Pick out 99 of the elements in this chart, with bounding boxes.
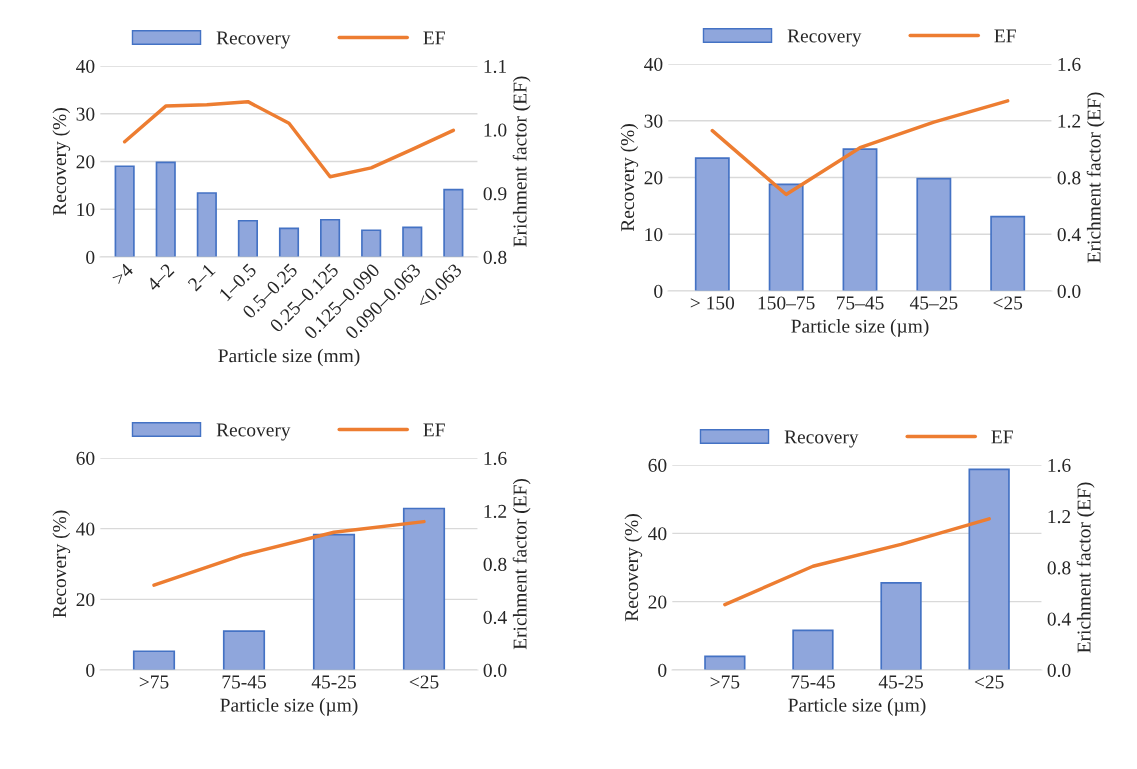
y2-axis-title: Erichment factor (EF) bbox=[1086, 92, 1105, 263]
y-tick-label: 0 bbox=[86, 663, 95, 677]
line-series bbox=[710, 99, 1010, 197]
x-axis-title: Particle size (mm) bbox=[218, 348, 360, 367]
bar bbox=[114, 165, 135, 257]
bar bbox=[880, 582, 922, 670]
x-axis-title: Particle size (µm) bbox=[220, 698, 358, 716]
line-series bbox=[723, 517, 991, 607]
y-tick-label: 10 bbox=[77, 203, 95, 217]
legend-label: EF bbox=[423, 423, 445, 437]
y2-axis-title: Erichment factor (EF) bbox=[512, 76, 531, 247]
line-series bbox=[152, 519, 426, 587]
bar bbox=[768, 183, 804, 291]
x-tick-label: 2–1 bbox=[187, 263, 216, 292]
y-axis-title: Recovery (%) bbox=[624, 514, 643, 622]
y-tick-label: 0 bbox=[86, 250, 95, 264]
y-tick-label: 40 bbox=[76, 59, 95, 73]
x-tick-label: 45-25 bbox=[311, 675, 356, 689]
legend-label: EF bbox=[991, 430, 1013, 444]
bar bbox=[278, 227, 300, 257]
line-series bbox=[122, 99, 456, 179]
y2-tick-label: 0.8 bbox=[1047, 561, 1071, 575]
y-tick-label: 40 bbox=[76, 522, 95, 536]
y2-tick-label: 1.1 bbox=[484, 59, 506, 74]
bar bbox=[704, 655, 746, 670]
bar bbox=[842, 148, 878, 291]
bar bbox=[222, 630, 266, 670]
y-tick-label: 20 bbox=[76, 593, 95, 607]
y-tick-label: 10 bbox=[645, 228, 663, 242]
x-tick-label: 45–25 bbox=[909, 296, 958, 310]
x-tick-label: >75 bbox=[710, 675, 740, 689]
legend-label: Recovery bbox=[216, 423, 291, 441]
bar bbox=[990, 215, 1026, 291]
x-tick-label: >75 bbox=[139, 675, 169, 689]
bar bbox=[792, 629, 834, 670]
x-tick-label: 150–75 bbox=[758, 296, 815, 310]
bar bbox=[968, 468, 1010, 670]
y2-tick-label: 1.2 bbox=[1048, 510, 1071, 524]
y2-tick-label: 0.4 bbox=[1057, 228, 1081, 242]
y2-tick-label: 1.0 bbox=[484, 123, 507, 137]
y-tick-label: 60 bbox=[648, 458, 667, 472]
y2-tick-label: 1.2 bbox=[484, 504, 507, 519]
y-tick-label: 40 bbox=[644, 57, 663, 71]
x-tick-label: 4–2 bbox=[145, 263, 175, 292]
y-tick-label: 30 bbox=[76, 107, 95, 121]
y2-tick-label: 0.0 bbox=[483, 663, 507, 678]
x-tick-label: > 150 bbox=[690, 296, 735, 310]
y2-tick-label: 1.6 bbox=[1048, 458, 1071, 473]
bar bbox=[916, 177, 952, 291]
y-axis-title: Recovery (%) bbox=[620, 124, 639, 232]
y-tick-label: 30 bbox=[644, 114, 663, 128]
y-tick-label: 0 bbox=[658, 663, 667, 677]
bar bbox=[443, 188, 464, 257]
x-tick-label: <25 bbox=[409, 675, 439, 689]
bar bbox=[694, 157, 730, 291]
x-tick-label: <25 bbox=[993, 296, 1023, 310]
y2-tick-label: 1.6 bbox=[1058, 57, 1081, 72]
x-tick-label: <25 bbox=[974, 675, 1004, 689]
x-tick-label: >4 bbox=[111, 262, 134, 286]
bar bbox=[196, 192, 217, 257]
y-tick-label: 20 bbox=[644, 171, 663, 185]
y-axis-title: Recovery (%) bbox=[52, 108, 71, 216]
x-tick-label: 75-45 bbox=[222, 675, 266, 689]
y-tick-label: 20 bbox=[76, 155, 95, 169]
bar bbox=[132, 650, 176, 670]
legend-label: Recovery bbox=[784, 430, 859, 448]
bar bbox=[237, 219, 258, 257]
y-tick-label: 0 bbox=[654, 284, 663, 298]
legend-label: Recovery bbox=[787, 29, 862, 47]
bar bbox=[402, 507, 446, 670]
y2-tick-label: 0.9 bbox=[483, 187, 507, 201]
y2-tick-label: 0.4 bbox=[483, 610, 507, 625]
y2-tick-label: 0.0 bbox=[1057, 284, 1081, 299]
x-tick-label: 75–45 bbox=[836, 296, 884, 310]
y2-tick-label: 1.6 bbox=[484, 451, 507, 466]
y2-tick-label: 0.8 bbox=[1057, 171, 1081, 185]
y2-tick-label: 0.8 bbox=[483, 250, 507, 265]
y2-tick-label: 0.8 bbox=[483, 557, 507, 572]
bar bbox=[320, 218, 341, 257]
bar bbox=[402, 226, 423, 257]
x-tick-label: 45-25 bbox=[878, 675, 923, 689]
y2-tick-label: 0.4 bbox=[1047, 612, 1071, 626]
bar bbox=[155, 161, 176, 257]
y-tick-label: 20 bbox=[648, 595, 667, 609]
y2-axis-title: Erichment factor (EF) bbox=[1076, 482, 1095, 653]
y-tick-label: 40 bbox=[648, 527, 667, 541]
x-tick-label: 75-45 bbox=[791, 675, 835, 689]
bar bbox=[312, 533, 356, 670]
y2-tick-label: 1.2 bbox=[1058, 114, 1081, 128]
legend-label: EF bbox=[994, 29, 1016, 43]
y-tick-label: 60 bbox=[76, 451, 95, 465]
x-axis-title: Particle size (µm) bbox=[791, 319, 929, 337]
legend-label: EF bbox=[423, 31, 445, 45]
bar bbox=[361, 229, 382, 257]
y2-tick-label: 0.0 bbox=[1047, 663, 1071, 678]
legend-label: Recovery bbox=[216, 31, 291, 49]
y2-axis-title: Erichment factor (EF) bbox=[512, 479, 531, 650]
y-axis-title: Recovery (%) bbox=[52, 510, 71, 618]
x-axis-title: Particle size (µm) bbox=[788, 698, 926, 716]
